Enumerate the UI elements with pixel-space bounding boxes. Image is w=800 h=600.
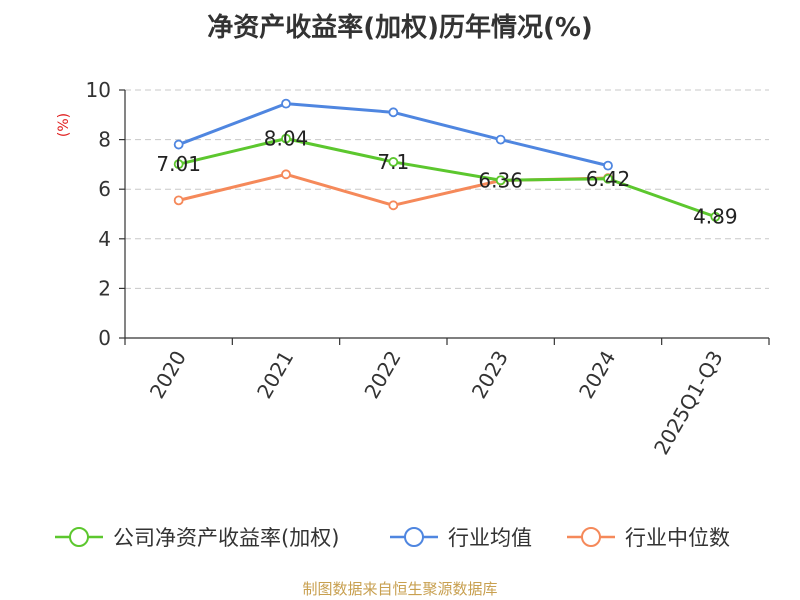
legend-label: 行业中位数 — [625, 526, 730, 550]
legend-label: 行业均值 — [448, 526, 532, 550]
series-point-1[interactable] — [388, 107, 399, 118]
legend[interactable]: 公司净资产收益率(加权) 行业均值 行业中位数 — [55, 526, 730, 550]
series-point-1[interactable] — [173, 139, 184, 150]
data-label: 4.89 — [693, 205, 738, 229]
legend-label: 公司净资产收益率(加权) — [113, 526, 339, 550]
grid-lines — [125, 89, 769, 289]
legend-item-2[interactable]: 行业中位数 — [567, 526, 730, 550]
series-point-1[interactable] — [603, 160, 613, 171]
y-axis-label: (%) — [56, 113, 72, 137]
x-tick-label: 2023 — [467, 347, 513, 403]
x-tick-label: 2024 — [574, 347, 620, 403]
series-point-0[interactable] — [388, 157, 399, 167]
y-tick-label: 2 — [98, 276, 111, 300]
series-point-2[interactable] — [281, 169, 291, 180]
y-tick-label: 8 — [98, 128, 111, 152]
legend-swatch-marker — [69, 527, 89, 547]
chart-title: 净资产收益率(加权)历年情况(%) — [207, 12, 593, 43]
data-label: 7.1 — [377, 150, 409, 174]
x-tick-label: 2021 — [252, 347, 298, 403]
x-tick-label: 2020 — [145, 347, 191, 403]
series-point-1[interactable] — [281, 98, 291, 109]
x-tick-label: 2025Q1-Q3 — [649, 347, 728, 459]
series-point-0[interactable] — [281, 133, 291, 144]
series-point-0[interactable] — [495, 175, 506, 186]
source-note: 制图数据来自恒生聚源数据库 — [302, 580, 497, 598]
series-point-0[interactable] — [710, 211, 721, 222]
data-label: 7.01 — [156, 152, 201, 176]
series-point-0[interactable] — [173, 159, 184, 170]
series-point-1[interactable] — [495, 134, 506, 145]
series-line-0 — [178, 137, 716, 219]
y-tick-label: 4 — [98, 227, 111, 251]
data-label: 6.42 — [586, 167, 631, 191]
legend-item-1[interactable]: 行业均值 — [390, 526, 532, 550]
series-point-0[interactable] — [603, 173, 613, 184]
legend-swatch-marker — [581, 527, 601, 547]
data-label: 6.36 — [478, 168, 523, 192]
axes: 0 2 4 6 8 10 2020 2021 2022 2023 2024 2025Q1-Q3 — [86, 78, 770, 459]
legend-item-0[interactable]: 公司净资产收益率(加权) — [55, 526, 339, 550]
series-point-2[interactable] — [173, 195, 184, 206]
y-tick-label: 10 — [86, 78, 111, 102]
data-label: 8.04 — [264, 127, 309, 151]
x-tick-label: 2022 — [359, 347, 405, 403]
y-tick-label: 6 — [98, 177, 111, 201]
y-tick-label: 0 — [98, 326, 111, 350]
data-labels: 7.01 8.04 7.1 6.36 6.42 4.89 — [156, 127, 737, 229]
series-point-2[interactable] — [388, 200, 399, 211]
legend-swatch-marker — [404, 527, 424, 547]
series-layer — [173, 98, 721, 222]
